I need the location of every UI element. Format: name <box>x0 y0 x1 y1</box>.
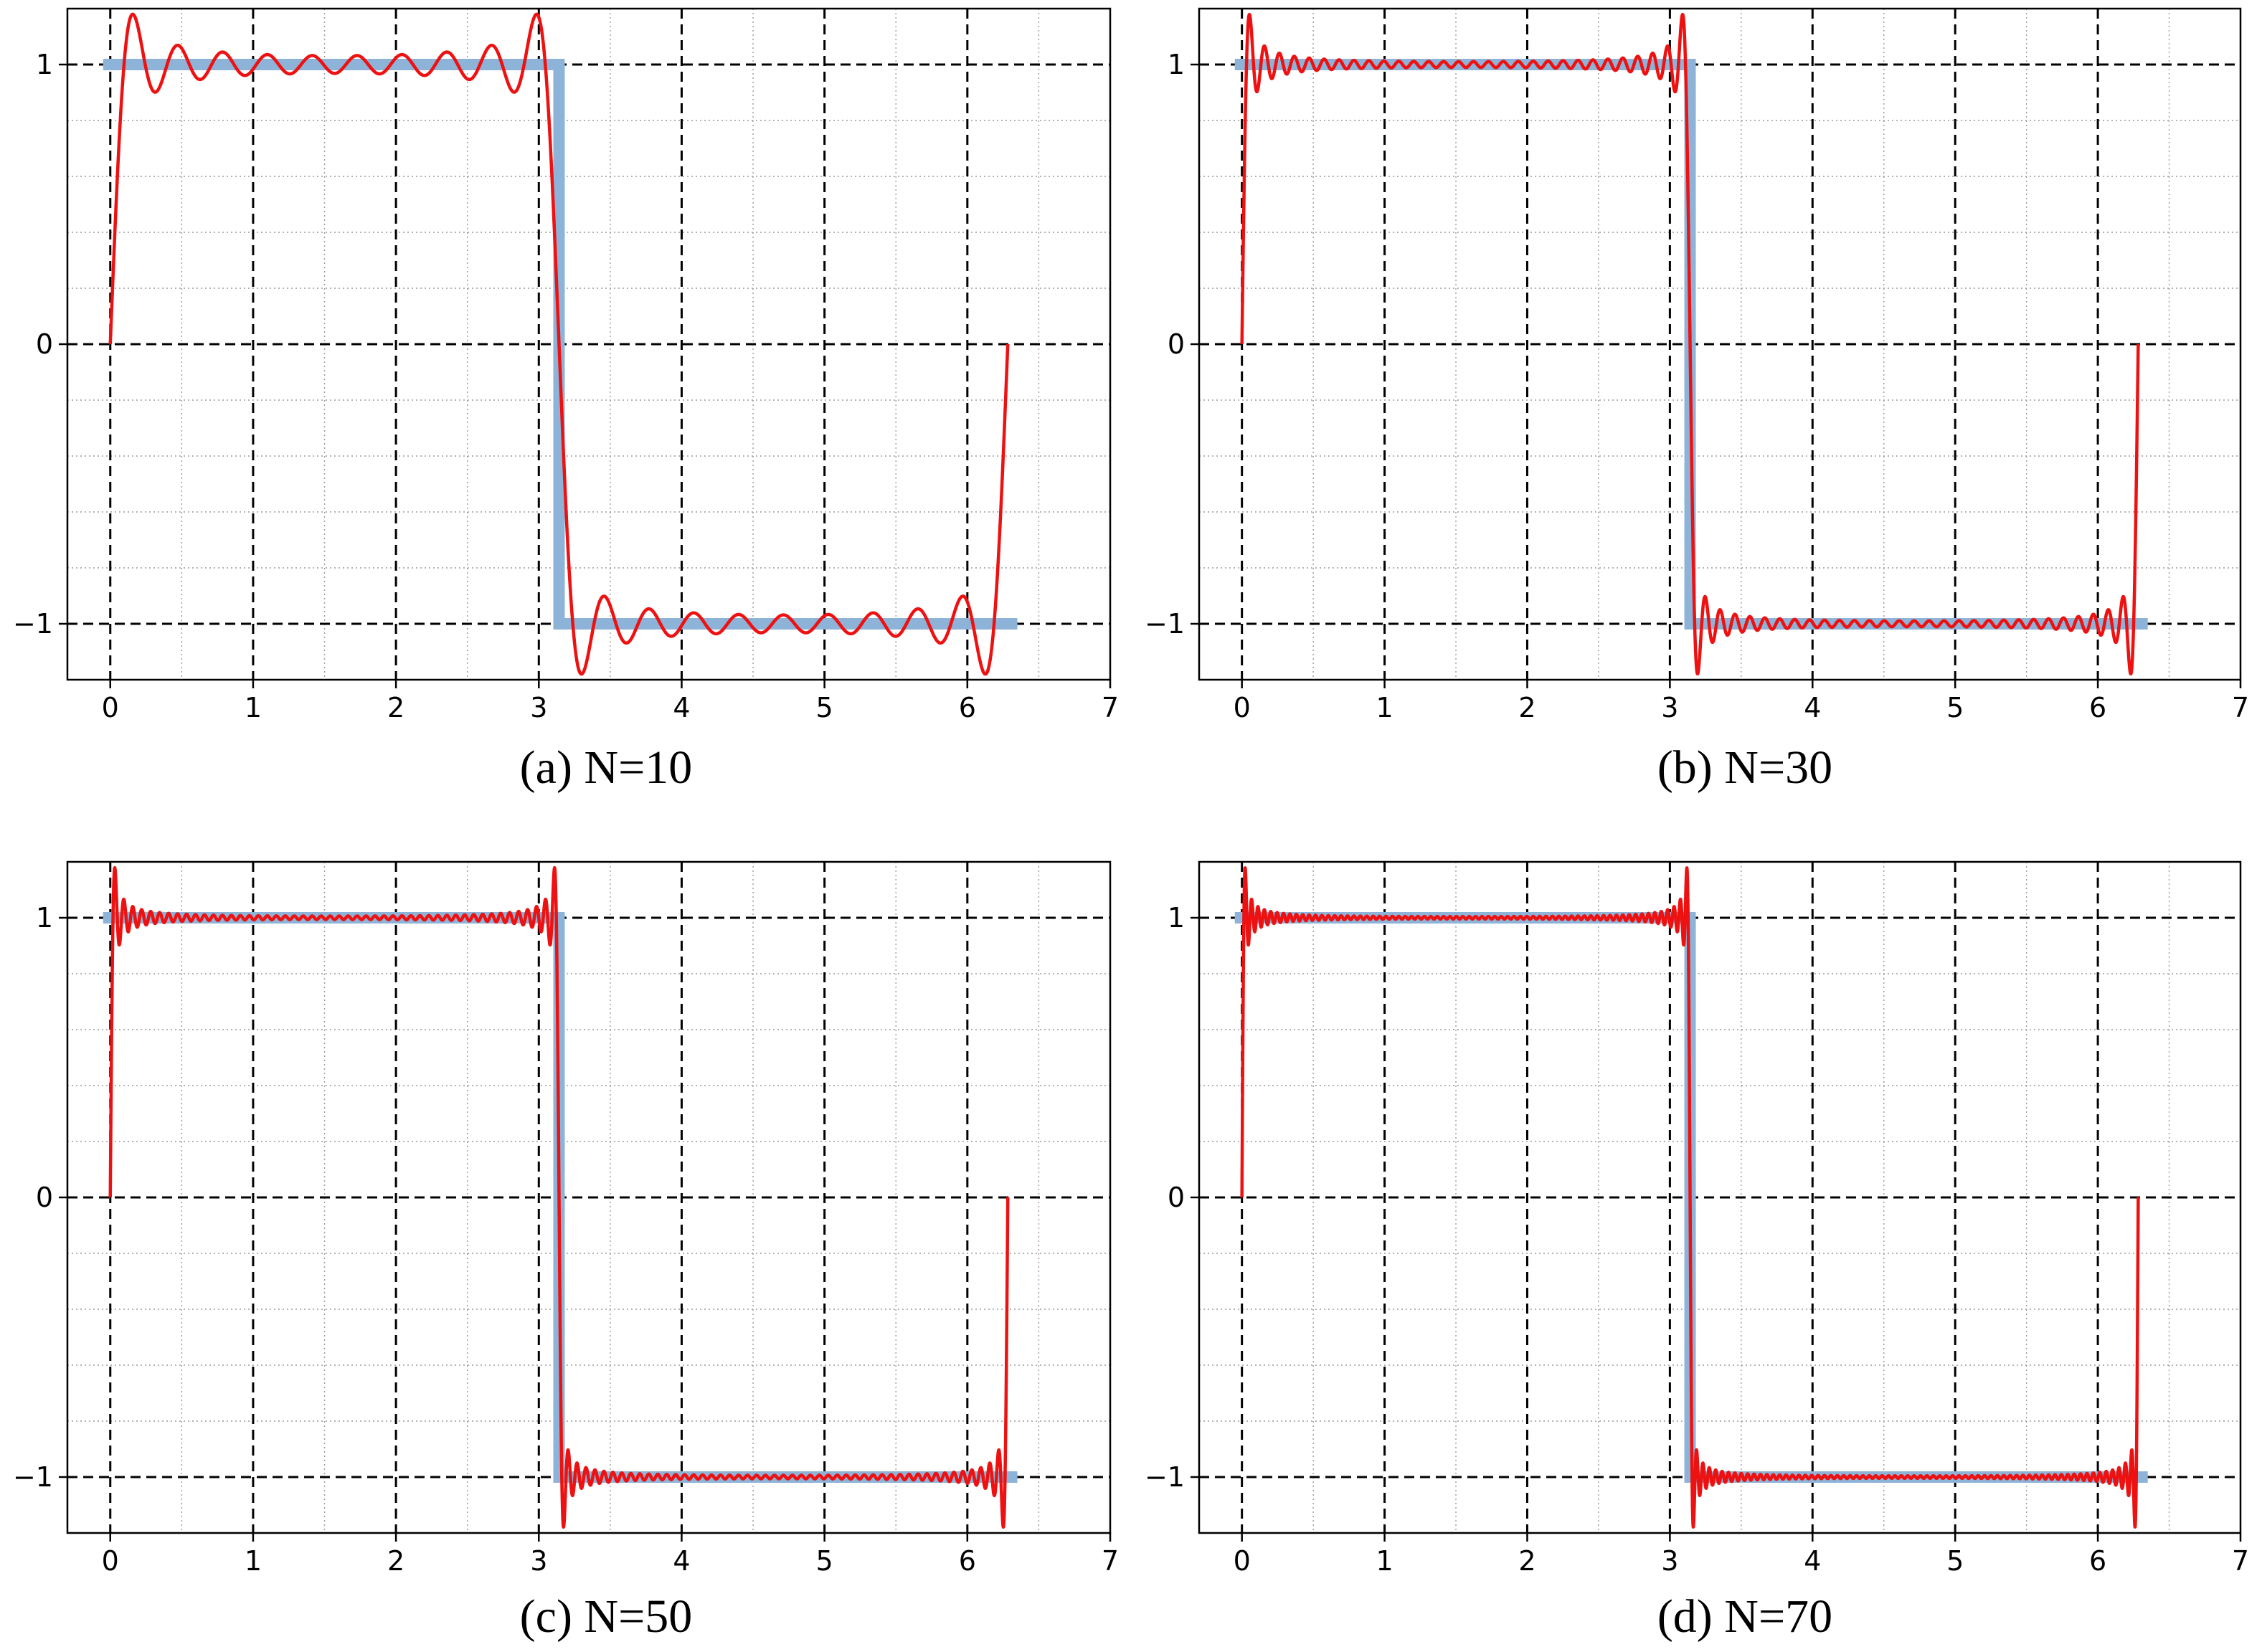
y-tick-label: 1 <box>1168 902 1185 934</box>
panel-caption: (a) N=10 <box>520 741 693 794</box>
x-tick-label: 0 <box>1234 692 1251 723</box>
y-tick-label: 1 <box>36 902 53 934</box>
x-tick-label: 3 <box>530 692 547 723</box>
x-tick-label: 2 <box>387 692 404 723</box>
x-tick-label: 1 <box>1376 1545 1393 1577</box>
x-tick-label: 2 <box>1518 1545 1535 1577</box>
y-tick-label: 0 <box>1168 1182 1185 1213</box>
x-tick-label: 6 <box>959 1545 976 1577</box>
y-tick-label: 0 <box>36 328 53 360</box>
x-tick-label: 4 <box>1804 1545 1821 1577</box>
x-tick-label: 7 <box>1102 692 1119 723</box>
x-tick-label: 1 <box>245 1545 262 1577</box>
y-tick-label: 1 <box>1168 49 1185 80</box>
chart-panel-4: 0 1 2 3 4 5 6 7 −1 0 1 (d) N=70 <box>1145 860 2249 1643</box>
y-tick-label: −1 <box>1145 1461 1185 1493</box>
series-fourier-sum <box>1240 866 2140 1529</box>
x-tick-label: 6 <box>2089 692 2106 723</box>
x-tick-label: 5 <box>816 692 833 723</box>
x-tick-label: 1 <box>245 692 262 723</box>
x-tick-label: 7 <box>2232 692 2249 723</box>
x-tick-label: 5 <box>1946 692 1964 723</box>
series-fourier-sum <box>1240 12 2140 676</box>
x-tick-label: 5 <box>1946 1545 1964 1577</box>
x-tick-label: 4 <box>673 692 690 723</box>
chart-panel-1: 0 1 2 3 4 5 6 7 −1 0 1 (a) N=10 <box>13 7 1119 794</box>
y-tick-label: 0 <box>36 1182 53 1213</box>
panel-caption: (c) N=50 <box>520 1590 693 1643</box>
x-tick-label: 5 <box>816 1545 833 1577</box>
x-tick-label: 3 <box>530 1545 547 1577</box>
x-tick-label: 2 <box>387 1545 404 1577</box>
x-tick-label: 7 <box>1102 1545 1119 1577</box>
panel-caption: (b) N=30 <box>1657 741 1832 794</box>
y-tick-label: −1 <box>13 608 53 640</box>
x-tick-label: 0 <box>1234 1545 1251 1577</box>
series-fourier-sum <box>108 12 1010 676</box>
x-tick-label: 7 <box>2232 1545 2249 1577</box>
x-tick-label: 6 <box>2089 1545 2106 1577</box>
x-tick-label: 0 <box>102 1545 119 1577</box>
x-tick-label: 3 <box>1661 692 1678 723</box>
x-tick-label: 4 <box>673 1545 690 1577</box>
y-tick-label: −1 <box>1145 608 1185 640</box>
chart-panel-3: 0 1 2 3 4 5 6 7 −1 0 1 (c) N=50 <box>13 860 1119 1643</box>
panel-caption: (d) N=70 <box>1657 1590 1832 1643</box>
x-tick-label: 2 <box>1518 692 1535 723</box>
x-tick-label: 0 <box>102 692 119 723</box>
y-tick-label: −1 <box>13 1461 53 1493</box>
x-tick-label: 6 <box>959 692 976 723</box>
x-tick-label: 4 <box>1804 692 1821 723</box>
series-fourier-sum <box>108 865 1010 1529</box>
x-tick-label: 3 <box>1661 1545 1678 1577</box>
chart-panel-2: 0 1 2 3 4 5 6 7 −1 0 1 (b) N=30 <box>1145 7 2249 794</box>
y-tick-label: 1 <box>36 49 53 80</box>
y-tick-label: 0 <box>1168 328 1185 360</box>
x-tick-label: 1 <box>1376 692 1393 723</box>
